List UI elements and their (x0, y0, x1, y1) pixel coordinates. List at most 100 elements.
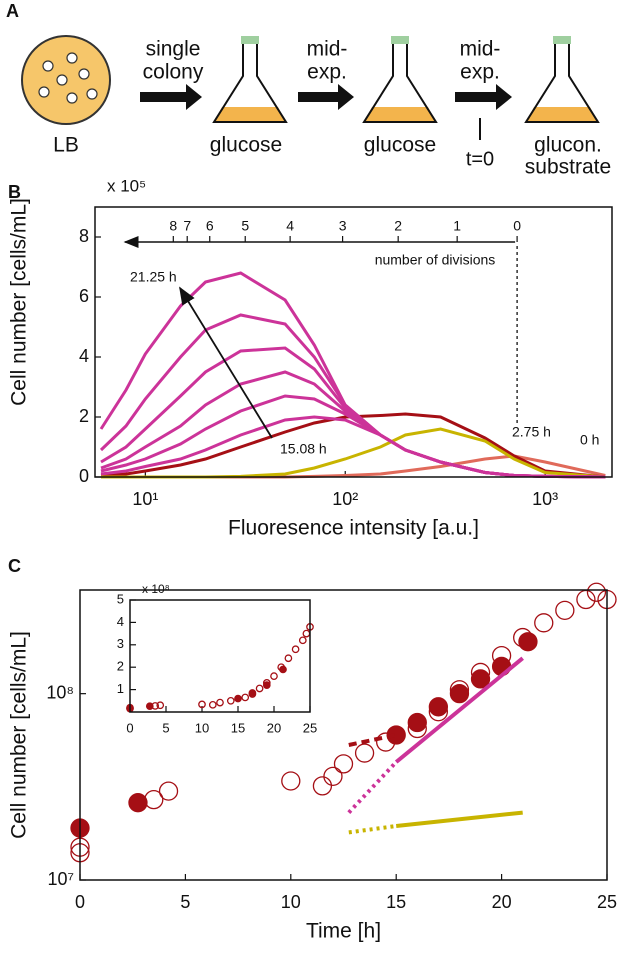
plot-frame (129, 599, 311, 713)
data-point (298, 636, 307, 645)
chart: 10¹ 10² 10³ 0 2 4 6 8 x 10⁵ Fluoresence intensity… (8, 176, 613, 540)
y-axis-label: Cell number [cells/mL] (8, 198, 31, 406)
x2-tick-label: 3 (339, 218, 347, 234)
x-tick-label: 15 (386, 892, 406, 912)
x-tick-label: 10² (332, 489, 358, 509)
medium-label: glucose (210, 134, 282, 157)
x2-tick-label: 2 (394, 218, 402, 234)
plot-area (99, 271, 606, 479)
x-tick-label: 0 (75, 892, 85, 912)
data-point (428, 697, 449, 717)
x2-tick-label: 6 (206, 218, 214, 234)
series-line (347, 760, 398, 814)
series-line (394, 656, 524, 764)
data-point (312, 776, 333, 796)
data-point (470, 669, 491, 689)
data-point (323, 766, 343, 786)
medium-label: glucose (364, 134, 436, 157)
y-tick-label: 4 (79, 346, 89, 366)
x-tick-label: 10¹ (132, 489, 158, 509)
arrows (140, 84, 512, 110)
series-line (348, 733, 397, 747)
x2-tick-label: 7 (183, 218, 191, 234)
series-line (99, 313, 606, 479)
x-tick-label: 25 (303, 720, 317, 735)
x2-tick-label: 5 (241, 218, 249, 234)
x-tick-label: 20 (492, 892, 512, 912)
y-tick-label: 10⁸ (46, 682, 74, 702)
x2-tick-label: 8 (169, 218, 177, 234)
y-tick-label: 10⁷ (47, 869, 74, 889)
data-point (279, 665, 287, 674)
medium-label: glucon. (534, 134, 602, 157)
x-tick-label: 10 (281, 892, 301, 912)
series-line (348, 824, 397, 835)
y-tick-label: 5 (117, 591, 124, 606)
time-arrow (179, 286, 273, 439)
step-label: mid- (460, 38, 501, 61)
x-axis-label: Fluoresence intensity [a.u.] (228, 517, 479, 540)
flasks (213, 35, 599, 123)
data-point (586, 582, 607, 602)
data-point (216, 698, 224, 707)
x-tick-label: 20 (267, 720, 281, 735)
data-point (262, 681, 271, 689)
data-point (333, 754, 354, 774)
medium-label: substrate (525, 156, 611, 179)
y-multiplier: x 10⁵ (107, 176, 146, 195)
data-point (158, 781, 179, 801)
x-tick-label: 10³ (532, 489, 558, 509)
x2-tick-label: 0 (513, 218, 521, 234)
y-tick-label: 2 (79, 406, 89, 426)
panel-label: A (6, 1, 19, 21)
x-tick-label: 5 (162, 720, 169, 735)
data-point (555, 600, 575, 620)
x2-tick-label: 4 (286, 218, 294, 234)
data-point (156, 701, 165, 710)
x-tick-label: 0 (126, 720, 133, 735)
series-line (99, 271, 606, 479)
y-tick-label: 6 (79, 286, 89, 306)
y-tick-label: 0 (79, 466, 89, 486)
y-tick-label: 1 (117, 681, 124, 696)
data-point (248, 689, 257, 697)
data-point (208, 700, 217, 709)
data-point (281, 771, 301, 791)
plot-frame (94, 206, 613, 478)
data-point (354, 743, 375, 763)
step-label: exp. (307, 61, 347, 84)
step-label: exp. (460, 61, 500, 84)
step-label: single (146, 38, 201, 61)
panel-label: C (8, 556, 21, 576)
charts: 10¹ 10² 10³ 0 2 4 6 8 x 10⁵ Fluoresence intensity… (8, 176, 617, 942)
data-point (145, 702, 154, 711)
plot-frame (79, 589, 608, 881)
data-point (198, 700, 206, 709)
colonies (38, 52, 98, 104)
panel-a: A LB t=0 singlecolonymid-exp.mid-exp.glu… (6, 1, 611, 179)
data-point (226, 696, 235, 705)
data-point (518, 632, 538, 652)
plate-label: LB (53, 134, 79, 157)
data-point (407, 712, 427, 733)
data-point (128, 793, 148, 813)
panel-label: B (8, 182, 21, 202)
data-point (270, 672, 278, 681)
x2-tick-label: 1 (453, 218, 461, 234)
data-point (284, 654, 293, 663)
y-tick-label: 3 (117, 636, 124, 651)
data-point (241, 693, 250, 702)
x-axis-label: Time [h] (306, 920, 381, 943)
y-tick-label: 4 (117, 614, 124, 629)
x2-axis-label: number of divisions (375, 252, 496, 268)
x-tick-label: 25 (597, 892, 617, 912)
data-point (255, 684, 264, 693)
data-point (291, 645, 300, 654)
step-label: colony (143, 61, 204, 84)
data-point (449, 684, 470, 704)
annotation: 2.75 h (512, 424, 551, 440)
y-axis-label: Cell number [cells/mL] (8, 631, 31, 839)
